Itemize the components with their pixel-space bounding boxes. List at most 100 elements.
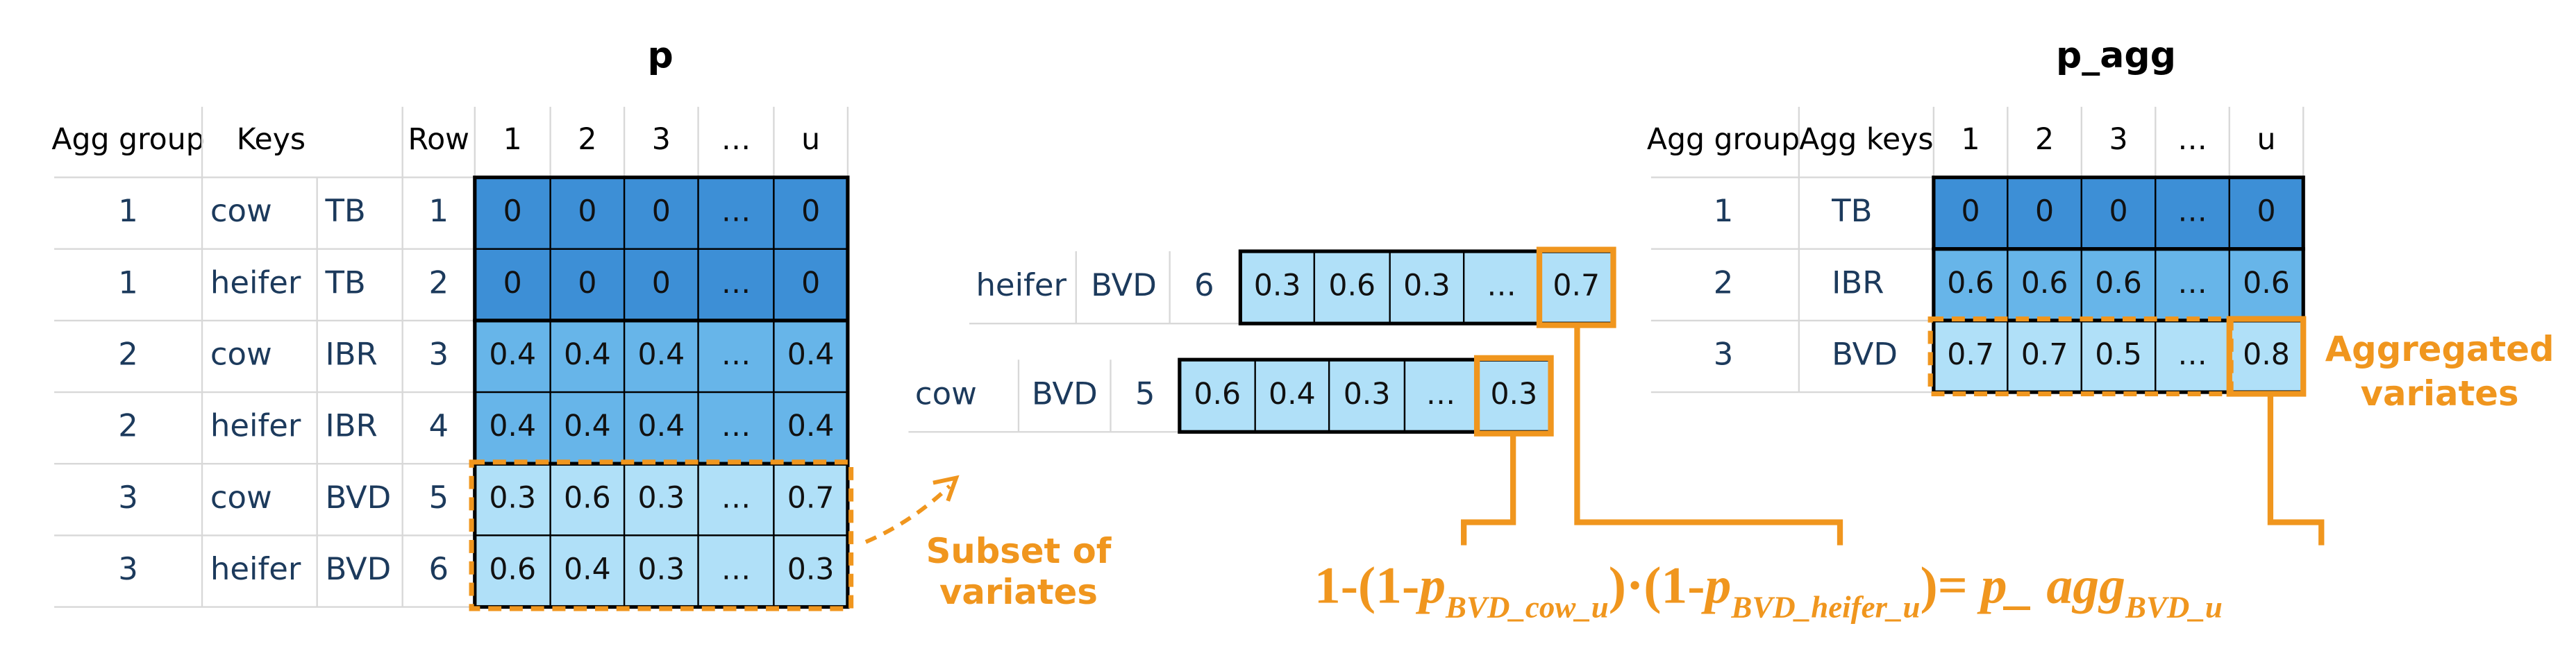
column-header: 2 [2035, 122, 2054, 157]
cell-text: 0.7 [1947, 337, 1994, 372]
cell-text: cow [210, 479, 272, 516]
cell-text: 1 [1714, 192, 1734, 229]
cell-text: 0.3 [489, 480, 536, 515]
cell-text: 0 [2109, 194, 2128, 229]
cell [2080, 248, 2157, 322]
cell [1462, 250, 1541, 325]
cell [2155, 248, 2230, 322]
cell-text: 2 [428, 264, 449, 301]
cell [1932, 176, 2009, 250]
cell-text: … [1426, 377, 1456, 412]
cell-text: BVD [325, 479, 391, 516]
cell-text: 0.6 [1194, 377, 1241, 412]
cell-text: … [721, 266, 751, 301]
cell-text: 0 [2035, 194, 2054, 229]
cell-text: 0.4 [564, 409, 611, 443]
cell-text: 0.6 [1328, 269, 1375, 303]
cell-text: BVD [1091, 267, 1157, 303]
cell-text: 0.6 [2021, 266, 2068, 301]
column-header: … [721, 122, 751, 157]
cell-text: 5 [1135, 375, 1155, 412]
cell-text: 3 [118, 479, 138, 516]
cell-text: IBR [325, 407, 377, 444]
cell-text: 0.4 [1269, 377, 1316, 412]
annotation: Subset of [926, 531, 1112, 571]
cell [1932, 248, 2009, 322]
cell-text: 0 [578, 194, 596, 229]
cell-text: 0 [652, 194, 671, 229]
column-header: 3 [2109, 122, 2128, 157]
cell-text: 1 [118, 192, 138, 229]
annotation: variates [939, 572, 1098, 612]
column-header: Keys [237, 122, 306, 157]
cell-text: 0 [652, 266, 671, 301]
cell [474, 176, 551, 250]
cell-text: 3 [1714, 335, 1734, 372]
cell-text: TB [324, 264, 365, 301]
cell-text: 0.7 [2021, 337, 2068, 372]
cell-text: 0.6 [564, 480, 611, 515]
cell-text: 0.3 [787, 552, 835, 586]
cell-text: … [721, 480, 751, 515]
cell-text: heifer [210, 407, 301, 444]
cell-text: 0.6 [489, 552, 536, 586]
cell-text: BVD [325, 550, 391, 587]
u-highlight [2226, 316, 2307, 397]
column-header: 1 [503, 122, 522, 157]
cell-text: TB [1831, 192, 1872, 229]
formula-part: BVD_heifer_u [1730, 590, 1920, 625]
cell-text: TB [324, 192, 365, 229]
cell-text: 0.4 [489, 409, 536, 443]
cell-text: BVD [1032, 375, 1098, 412]
cell-text: 0.3 [1344, 377, 1391, 412]
cell [474, 463, 551, 536]
formula-part: BVD_cow_u [1445, 590, 1609, 625]
cell-text: 2 [118, 407, 138, 444]
column-header: u [2257, 122, 2275, 157]
cell-text: 0.3 [1403, 269, 1450, 303]
cell [549, 534, 626, 608]
cell-text: … [2177, 194, 2207, 229]
cell [623, 319, 699, 394]
formula-part: p [1701, 557, 1732, 614]
cell-text: BVD [1832, 335, 1898, 372]
column-header: 3 [652, 122, 671, 157]
cell-text: 0 [503, 266, 522, 301]
cell-text: 0.7 [787, 480, 835, 515]
cell-text: IBR [1832, 264, 1884, 301]
cell-text: … [1487, 269, 1516, 303]
cell [623, 534, 699, 608]
cell [2228, 319, 2305, 394]
cell-text: 0.3 [637, 480, 685, 515]
annotation: variates [2361, 373, 2519, 414]
column-header: u [801, 122, 820, 157]
cell-text: … [721, 552, 751, 586]
cell-text: … [2177, 266, 2207, 301]
cell-text: 5 [428, 479, 449, 516]
cell-text: 0.4 [787, 409, 835, 443]
formula-part: p_ agg [1977, 557, 2125, 614]
cell-text: 2 [1714, 264, 1734, 301]
arrow [864, 484, 951, 544]
cell-text: heifer [210, 550, 301, 587]
cell-text: 0.6 [2243, 266, 2290, 301]
connector [1461, 432, 1516, 546]
column-header: 1 [1962, 122, 1980, 157]
cell-text: 0.4 [489, 337, 536, 372]
cell-text: 0 [503, 194, 522, 229]
cell [474, 534, 551, 608]
column-header: Row [408, 122, 469, 157]
cell [697, 463, 775, 536]
cell-text: heifer [210, 264, 301, 301]
cell-text: 2 [118, 335, 138, 372]
column-header: Agg group [1647, 122, 1800, 157]
cell-text: 0 [801, 194, 820, 229]
formula-part: p [1415, 557, 1446, 614]
formula-part: 1-(1- [1314, 557, 1419, 614]
cell [773, 248, 849, 322]
cell-text: 0 [578, 266, 596, 301]
cell [773, 319, 849, 394]
cell-text: 0 [801, 266, 820, 301]
cell-text: IBR [325, 335, 377, 372]
cell-text: heifer [976, 267, 1067, 303]
